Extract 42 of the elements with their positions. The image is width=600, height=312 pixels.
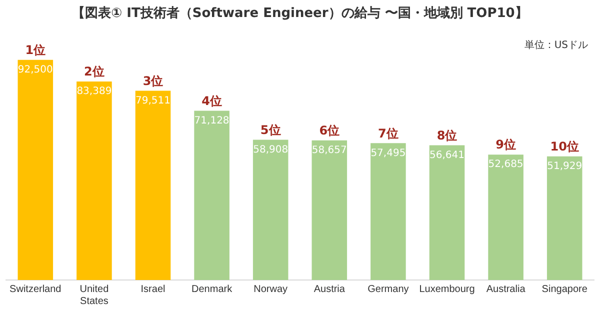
- x-tick-label: Luxembourg: [419, 284, 475, 295]
- x-tick-label: Singapore: [542, 284, 588, 295]
- x-tick-label: Austria: [314, 284, 346, 295]
- annotation: 3位: [142, 74, 164, 88]
- bar: [429, 145, 465, 280]
- x-tick-label: Switzerland: [10, 284, 62, 295]
- annotation: 6位: [319, 124, 340, 138]
- annotation: 2位: [84, 64, 104, 79]
- bar: [488, 154, 524, 280]
- x-tick-label: Norway: [254, 284, 288, 295]
- data-label: 51,929: [547, 161, 582, 172]
- annotation: 9位: [496, 138, 516, 152]
- bar: [76, 82, 112, 280]
- data-label: 57,495: [370, 148, 406, 159]
- annotation: 1位: [25, 42, 46, 57]
- x-tick-label: Germany: [368, 284, 409, 295]
- x-tick-label: Australia: [486, 284, 526, 295]
- annotation: 8位: [436, 128, 458, 142]
- bar: [546, 156, 582, 280]
- annotation: 7位: [378, 126, 398, 140]
- data-label: 56,641: [430, 150, 464, 161]
- annotation: 5位: [260, 122, 281, 137]
- text: 単位：USドル: [524, 39, 588, 52]
- x-tick-label: Israel: [140, 284, 166, 295]
- bar: [370, 143, 406, 280]
- data-label: 58,908: [253, 144, 288, 156]
- bar: [312, 140, 348, 280]
- data-label: 52,685: [488, 159, 524, 170]
- bar: [18, 60, 54, 280]
- data-label: 58,657: [312, 144, 347, 156]
- data-label: 92,500: [18, 64, 53, 76]
- chart-title: 【図表① IT技術者（Software Engineer）の給与 〜国・地域別 TOP10】: [71, 5, 529, 22]
- bar: [135, 90, 171, 280]
- bar: [252, 140, 288, 280]
- x-tick-label: Denmark: [192, 284, 234, 295]
- annotation: 4位: [202, 94, 222, 108]
- data-label: 71,128: [194, 115, 230, 126]
- x-tick-label: United States: [80, 284, 109, 307]
- data-label: 79,511: [136, 95, 170, 106]
- data-label: 83,389: [76, 86, 112, 98]
- bar: [194, 110, 230, 280]
- annotation: 10位: [550, 140, 579, 154]
